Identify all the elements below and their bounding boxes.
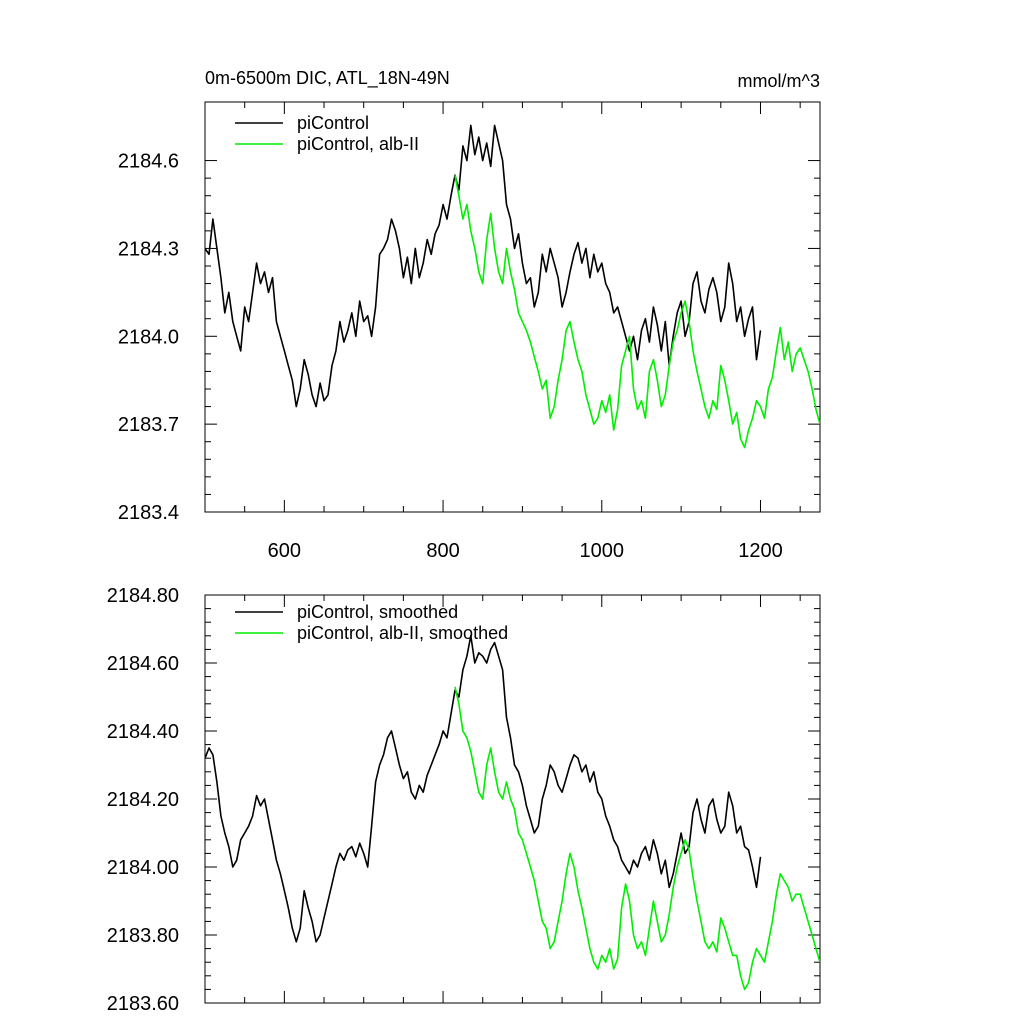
y-tick-label: 2183.80 [107, 925, 179, 947]
x-tick-label: 600 [268, 540, 301, 562]
top-x-tick-labels: 600 800 1000 1200 [268, 540, 783, 562]
legend-label-picontrol-smoothed: piControl, smoothed [297, 602, 458, 622]
y-tick-label: 2183.7 [118, 414, 179, 436]
bottom-panel: 2183.60 2183.80 2184.00 2184.20 2184.40 2184.… [107, 585, 821, 1015]
top-plot-units: mmol/m^3 [738, 71, 820, 91]
bottom-axis-ticks [204, 594, 820, 1004]
y-tick-label: 2184.20 [107, 789, 179, 811]
bottom-series-lines [205, 634, 820, 991]
series-line-1 [454, 175, 820, 449]
x-tick-label: 1000 [580, 540, 625, 562]
y-tick-label: 2184.60 [107, 653, 179, 675]
y-tick-label: 2183.60 [107, 993, 179, 1015]
bottom-legend: piControl, smoothed piControl, alb-II, s… [235, 602, 508, 643]
series-line-1 [454, 686, 820, 991]
x-tick-label: 800 [426, 540, 459, 562]
top-legend: piControl piControl, alb-II [235, 113, 419, 154]
x-tick-label: 1200 [738, 540, 783, 562]
series-line-0 [205, 634, 762, 943]
legend-label-picontrol-alb: piControl, alb-II [297, 134, 419, 154]
top-plot-frame [204, 101, 821, 513]
top-plot-title: 0m-6500m DIC, ATL_18N-49N [205, 68, 450, 89]
y-tick-label: 2184.3 [118, 238, 179, 260]
y-tick-label: 2184.40 [107, 721, 179, 743]
top-panel: 0m-6500m DIC, ATL_18N-49N mmol/m^3 600 80… [118, 68, 821, 562]
y-tick-label: 2183.4 [118, 502, 179, 524]
y-tick-label: 2184.00 [107, 857, 179, 879]
y-tick-label: 2184.6 [118, 151, 179, 173]
bottom-y-tick-labels: 2183.60 2183.80 2184.00 2184.20 2184.40 2184.… [107, 585, 179, 1015]
y-tick-label: 2184.80 [107, 585, 179, 607]
top-series-lines [205, 124, 820, 449]
top-y-tick-labels: 2183.4 2183.7 2184.0 2184.3 2184.6 [118, 151, 179, 524]
legend-label-picontrol: piControl [297, 113, 369, 133]
y-tick-label: 2184.0 [118, 326, 179, 348]
legend-label-picontrol-alb-smoothed: piControl, alb-II, smoothed [297, 623, 508, 643]
top-axis-ticks [204, 102, 820, 513]
series-line-0 [205, 124, 762, 408]
